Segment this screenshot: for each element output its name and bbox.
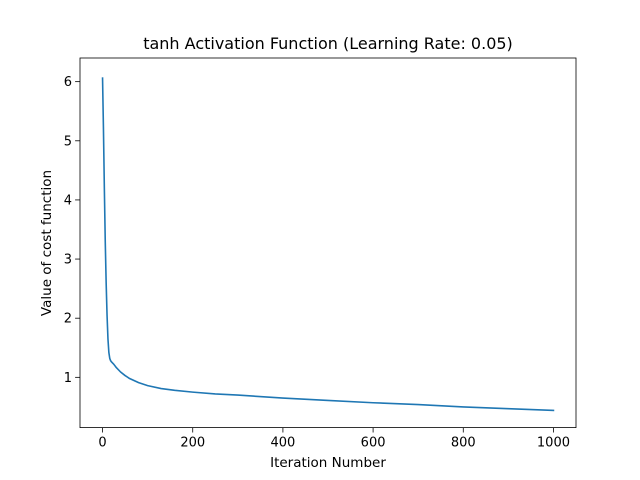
x-axis-label: Iteration Number	[270, 455, 386, 471]
x-tick-label: 600	[361, 436, 386, 451]
y-tick-label: 1	[64, 371, 72, 386]
y-ticks: 1 2 3 4 5 6	[64, 75, 80, 386]
x-tick-label: 1000	[537, 436, 570, 451]
series-line-0	[101, 77, 555, 412]
x-tick-label: 0	[98, 436, 106, 451]
y-tick-label: 5	[64, 134, 72, 149]
x-tick-label: 800	[451, 436, 476, 451]
y-axis-label: Value of cost function	[39, 170, 55, 316]
chart-title: tanh Activation Function (Learning Rate:…	[143, 34, 513, 53]
x-ticks: 0 200 400 600 800 1000	[98, 427, 570, 451]
plot-background	[80, 58, 576, 428]
y-tick-label: 3	[64, 253, 72, 268]
x-tick-label: 200	[180, 436, 205, 451]
x-tick-label: 400	[270, 436, 295, 451]
series-layer	[101, 77, 555, 412]
y-tick-label: 6	[64, 75, 72, 90]
y-tick-label: 2	[64, 312, 72, 327]
y-tick-label: 4	[64, 193, 72, 208]
plot-frame	[79, 57, 577, 429]
